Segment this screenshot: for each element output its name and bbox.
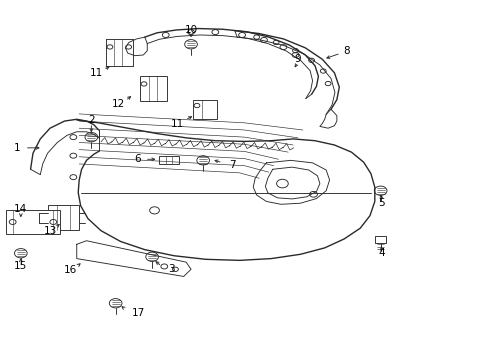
Text: 4: 4 (378, 248, 384, 258)
Text: 11: 11 (170, 118, 183, 129)
Bar (193, 100, 216, 119)
Text: 2: 2 (88, 115, 95, 125)
Text: 11: 11 (89, 68, 102, 78)
Bar (374, 236, 386, 243)
Text: 3: 3 (167, 264, 174, 274)
Text: 8: 8 (343, 46, 349, 56)
Bar (47, 205, 79, 230)
Text: 1: 1 (14, 143, 20, 153)
Text: 7: 7 (228, 160, 235, 170)
Text: 17: 17 (131, 308, 144, 318)
Text: 12: 12 (111, 99, 124, 109)
Text: 14: 14 (14, 203, 27, 213)
Text: 15: 15 (14, 261, 27, 271)
Text: 13: 13 (43, 226, 57, 236)
Text: 16: 16 (63, 265, 77, 275)
Bar (159, 157, 179, 164)
Bar (140, 76, 166, 102)
Text: 5: 5 (378, 198, 384, 208)
Text: 10: 10 (184, 25, 197, 35)
Text: 9: 9 (294, 54, 301, 64)
Text: 6: 6 (134, 154, 141, 164)
Bar (6, 210, 60, 234)
